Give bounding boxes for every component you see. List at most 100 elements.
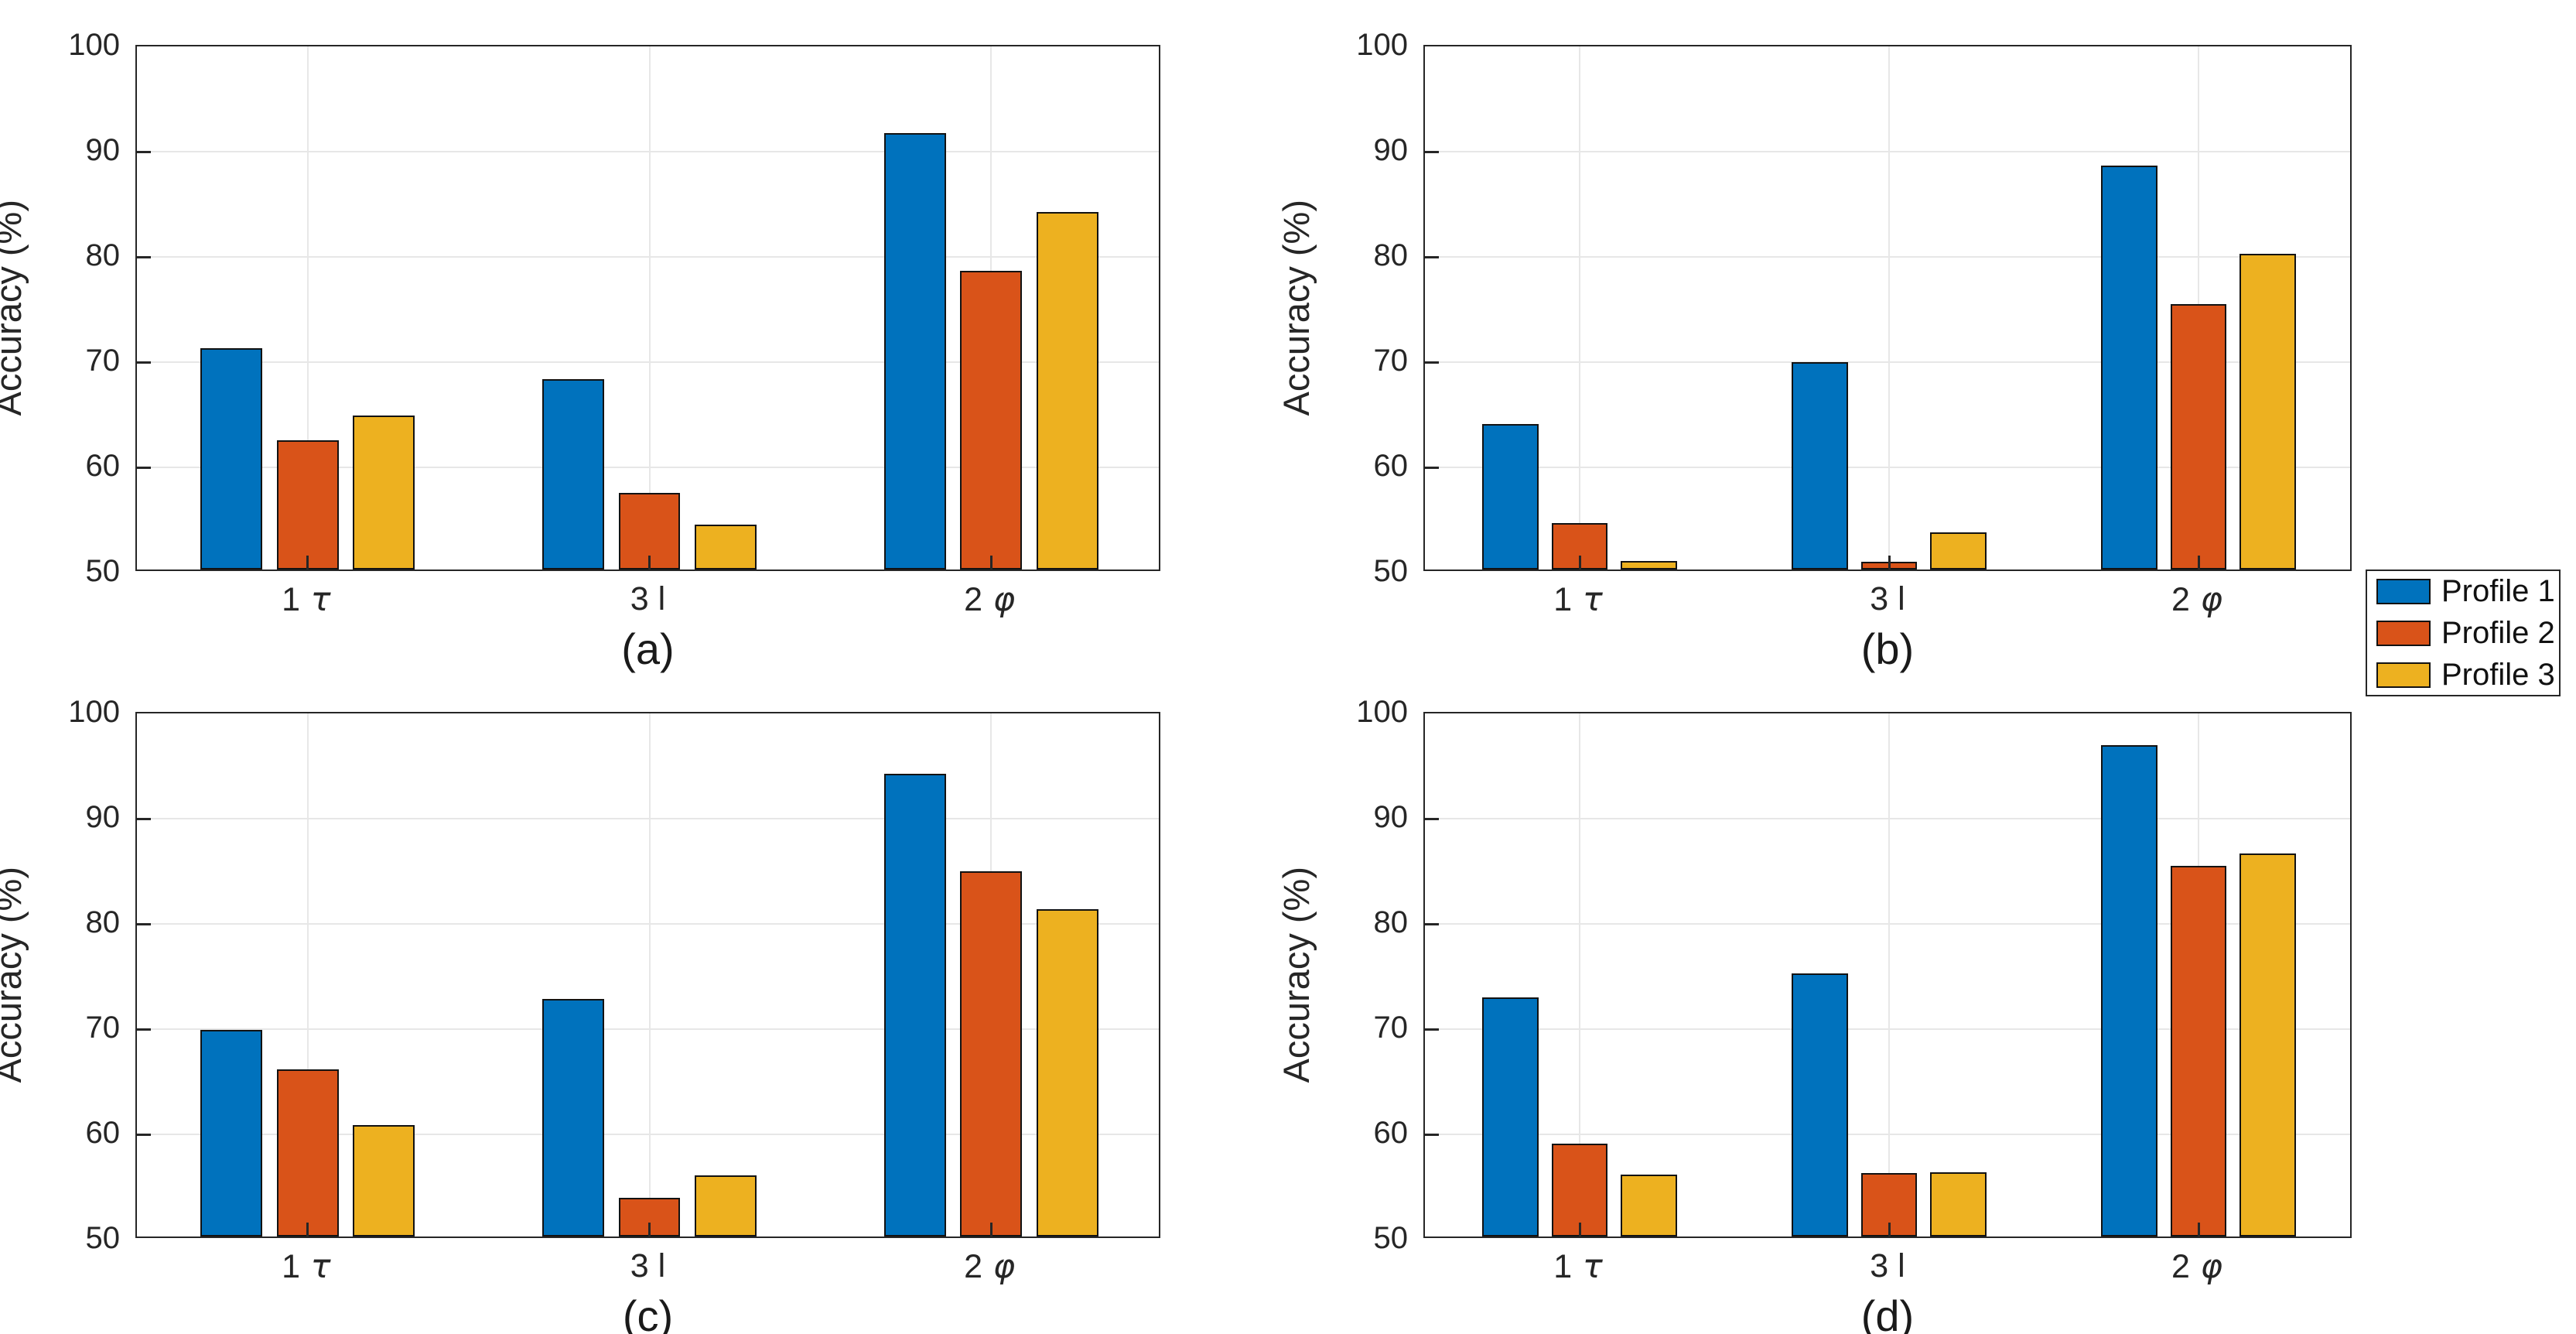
bar-profile1 [542, 998, 604, 1237]
y-tick-mark [1425, 1028, 1439, 1031]
bar-profile2 [2170, 304, 2227, 570]
y-axis-label-text: Accuracy (%) [0, 200, 29, 416]
y-gridline [137, 1134, 1159, 1135]
y-tick-mark [137, 817, 151, 820]
y-axis-label: Accuracy (%) [1273, 45, 1319, 571]
plot-area [135, 45, 1160, 571]
y-gridline [137, 256, 1159, 258]
x-gridline [648, 46, 651, 570]
x-gridline [1579, 713, 1580, 1237]
y-tick-mark [137, 150, 151, 153]
x-tick-mark [648, 1223, 651, 1237]
x-tick-label: 3 l [532, 1247, 764, 1285]
y-gridline [1425, 923, 2350, 925]
y-gridline [1425, 1028, 2350, 1030]
y-tick-label: 60 [1373, 449, 1409, 483]
y-tick-label: 90 [85, 133, 121, 167]
greek-symbol: φ [982, 580, 1016, 619]
y-gridline [1425, 361, 2350, 363]
y-tick-label: 90 [1373, 133, 1409, 167]
x-tick-label: 1 τ [1462, 580, 1694, 619]
legend-label: Profile 2 [2441, 615, 2555, 650]
legend-label: Profile 1 [2441, 573, 2555, 608]
x-tick-label: 1 τ [190, 580, 422, 619]
x-tick-label: 3 l [1771, 580, 2004, 618]
category-number: 1 [282, 581, 300, 618]
y-gridline [137, 151, 1159, 152]
category-number: 3 [630, 1247, 649, 1284]
bar-profile3 [2239, 254, 2296, 570]
y-gridline [1425, 467, 2350, 468]
y-gridline [137, 361, 1159, 363]
bar-profile2 [960, 871, 1023, 1237]
y-axis-label: Accuracy (%) [0, 712, 31, 1238]
profile2-swatch-icon [2376, 620, 2431, 646]
category-number: 1 [282, 1248, 300, 1285]
y-tick-mark [1425, 150, 1439, 153]
y-gridline [1425, 151, 2350, 152]
category-number: 2 [964, 581, 983, 618]
y-tick-label: 50 [85, 1221, 121, 1255]
y-gridline [137, 467, 1159, 468]
bar-profile3 [1621, 561, 1677, 570]
x-tick-label: 2 φ [2081, 580, 2313, 619]
subplot-caption: (d) [1860, 1291, 1915, 1334]
y-tick-label: 70 [85, 344, 121, 378]
legend-item-profile2: Profile 2 [2376, 616, 2555, 651]
category-number: 2 [2171, 581, 2190, 618]
category-number: l [648, 580, 666, 617]
subplot-caption: (b) [1860, 624, 1915, 673]
category-number: 2 [2171, 1248, 2190, 1285]
x-tick-label: 2 φ [2081, 1247, 2313, 1286]
y-tick-mark [1425, 922, 1439, 925]
greek-symbol: τ [300, 580, 331, 619]
bar-profile2 [1551, 1144, 1608, 1237]
bar-profile2 [276, 440, 339, 570]
x-tick-mark [989, 1223, 992, 1237]
x-tick-label: 2 φ [873, 580, 1105, 619]
y-tick-mark [1425, 361, 1439, 364]
y-gridline [137, 923, 1159, 925]
x-tick-mark [1578, 556, 1581, 570]
y-tick-label: 100 [1356, 695, 1408, 729]
y-tick-mark [137, 466, 151, 469]
x-tick-mark [1888, 556, 1891, 570]
y-tick-label: 50 [1373, 1221, 1409, 1255]
y-axis-label-text: Accuracy (%) [1275, 867, 1317, 1083]
y-gridline [1425, 818, 2350, 819]
x-tick-mark [989, 556, 992, 570]
y-axis-label-text: Accuracy (%) [1275, 200, 1317, 416]
x-tick-mark [1578, 1223, 1581, 1237]
bar-profile3 [695, 1175, 757, 1237]
category-number: 3 [630, 580, 649, 617]
bar-profile3 [353, 1124, 415, 1237]
legend-item-profile1: Profile 1 [2376, 574, 2555, 609]
x-gridline [1888, 46, 1890, 570]
x-tick-label: 3 l [532, 580, 764, 618]
category-number: l [1888, 580, 1905, 617]
x-gridline [306, 46, 309, 570]
bar-profile1 [883, 132, 946, 570]
bar-profile2 [960, 270, 1023, 570]
y-tick-mark [137, 1028, 151, 1031]
x-tick-label: 3 l [1771, 1247, 2004, 1285]
y-tick-mark [137, 922, 151, 925]
category-number: 3 [1870, 1247, 1889, 1284]
x-tick-label: 1 τ [1462, 1247, 1694, 1286]
greek-symbol: τ [300, 1247, 331, 1286]
greek-symbol: τ [1572, 580, 1603, 619]
y-tick-mark [1425, 1133, 1439, 1136]
y-tick-label: 70 [1373, 1011, 1409, 1045]
plot-area [135, 712, 1160, 1238]
y-gridline [1425, 256, 2350, 258]
bar-profile3 [1036, 211, 1098, 570]
x-tick-label: 2 φ [873, 1247, 1105, 1286]
y-axis-label-text: Accuracy (%) [0, 867, 29, 1083]
x-tick-mark [306, 1223, 309, 1237]
bar-profile1 [883, 773, 946, 1237]
bar-profile2 [276, 1069, 339, 1237]
x-gridline [306, 713, 309, 1237]
bar-profile1 [200, 348, 263, 570]
bar-profile3 [2239, 853, 2296, 1237]
